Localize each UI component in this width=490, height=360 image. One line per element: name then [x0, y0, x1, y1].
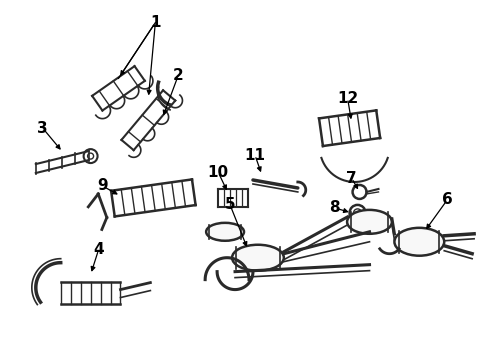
- Text: 8: 8: [329, 201, 340, 215]
- Text: 9: 9: [97, 179, 108, 193]
- Ellipse shape: [347, 210, 392, 234]
- Ellipse shape: [206, 223, 244, 241]
- Text: 1: 1: [150, 15, 161, 30]
- Text: 7: 7: [346, 171, 357, 185]
- Text: 12: 12: [337, 91, 358, 106]
- Text: 5: 5: [225, 197, 235, 212]
- Text: 10: 10: [208, 165, 229, 180]
- Text: 6: 6: [442, 193, 453, 207]
- Ellipse shape: [232, 245, 284, 271]
- Text: 11: 11: [245, 148, 266, 163]
- Text: 2: 2: [173, 68, 184, 83]
- Text: 4: 4: [93, 242, 104, 257]
- Ellipse shape: [394, 228, 444, 256]
- Text: 3: 3: [37, 121, 48, 136]
